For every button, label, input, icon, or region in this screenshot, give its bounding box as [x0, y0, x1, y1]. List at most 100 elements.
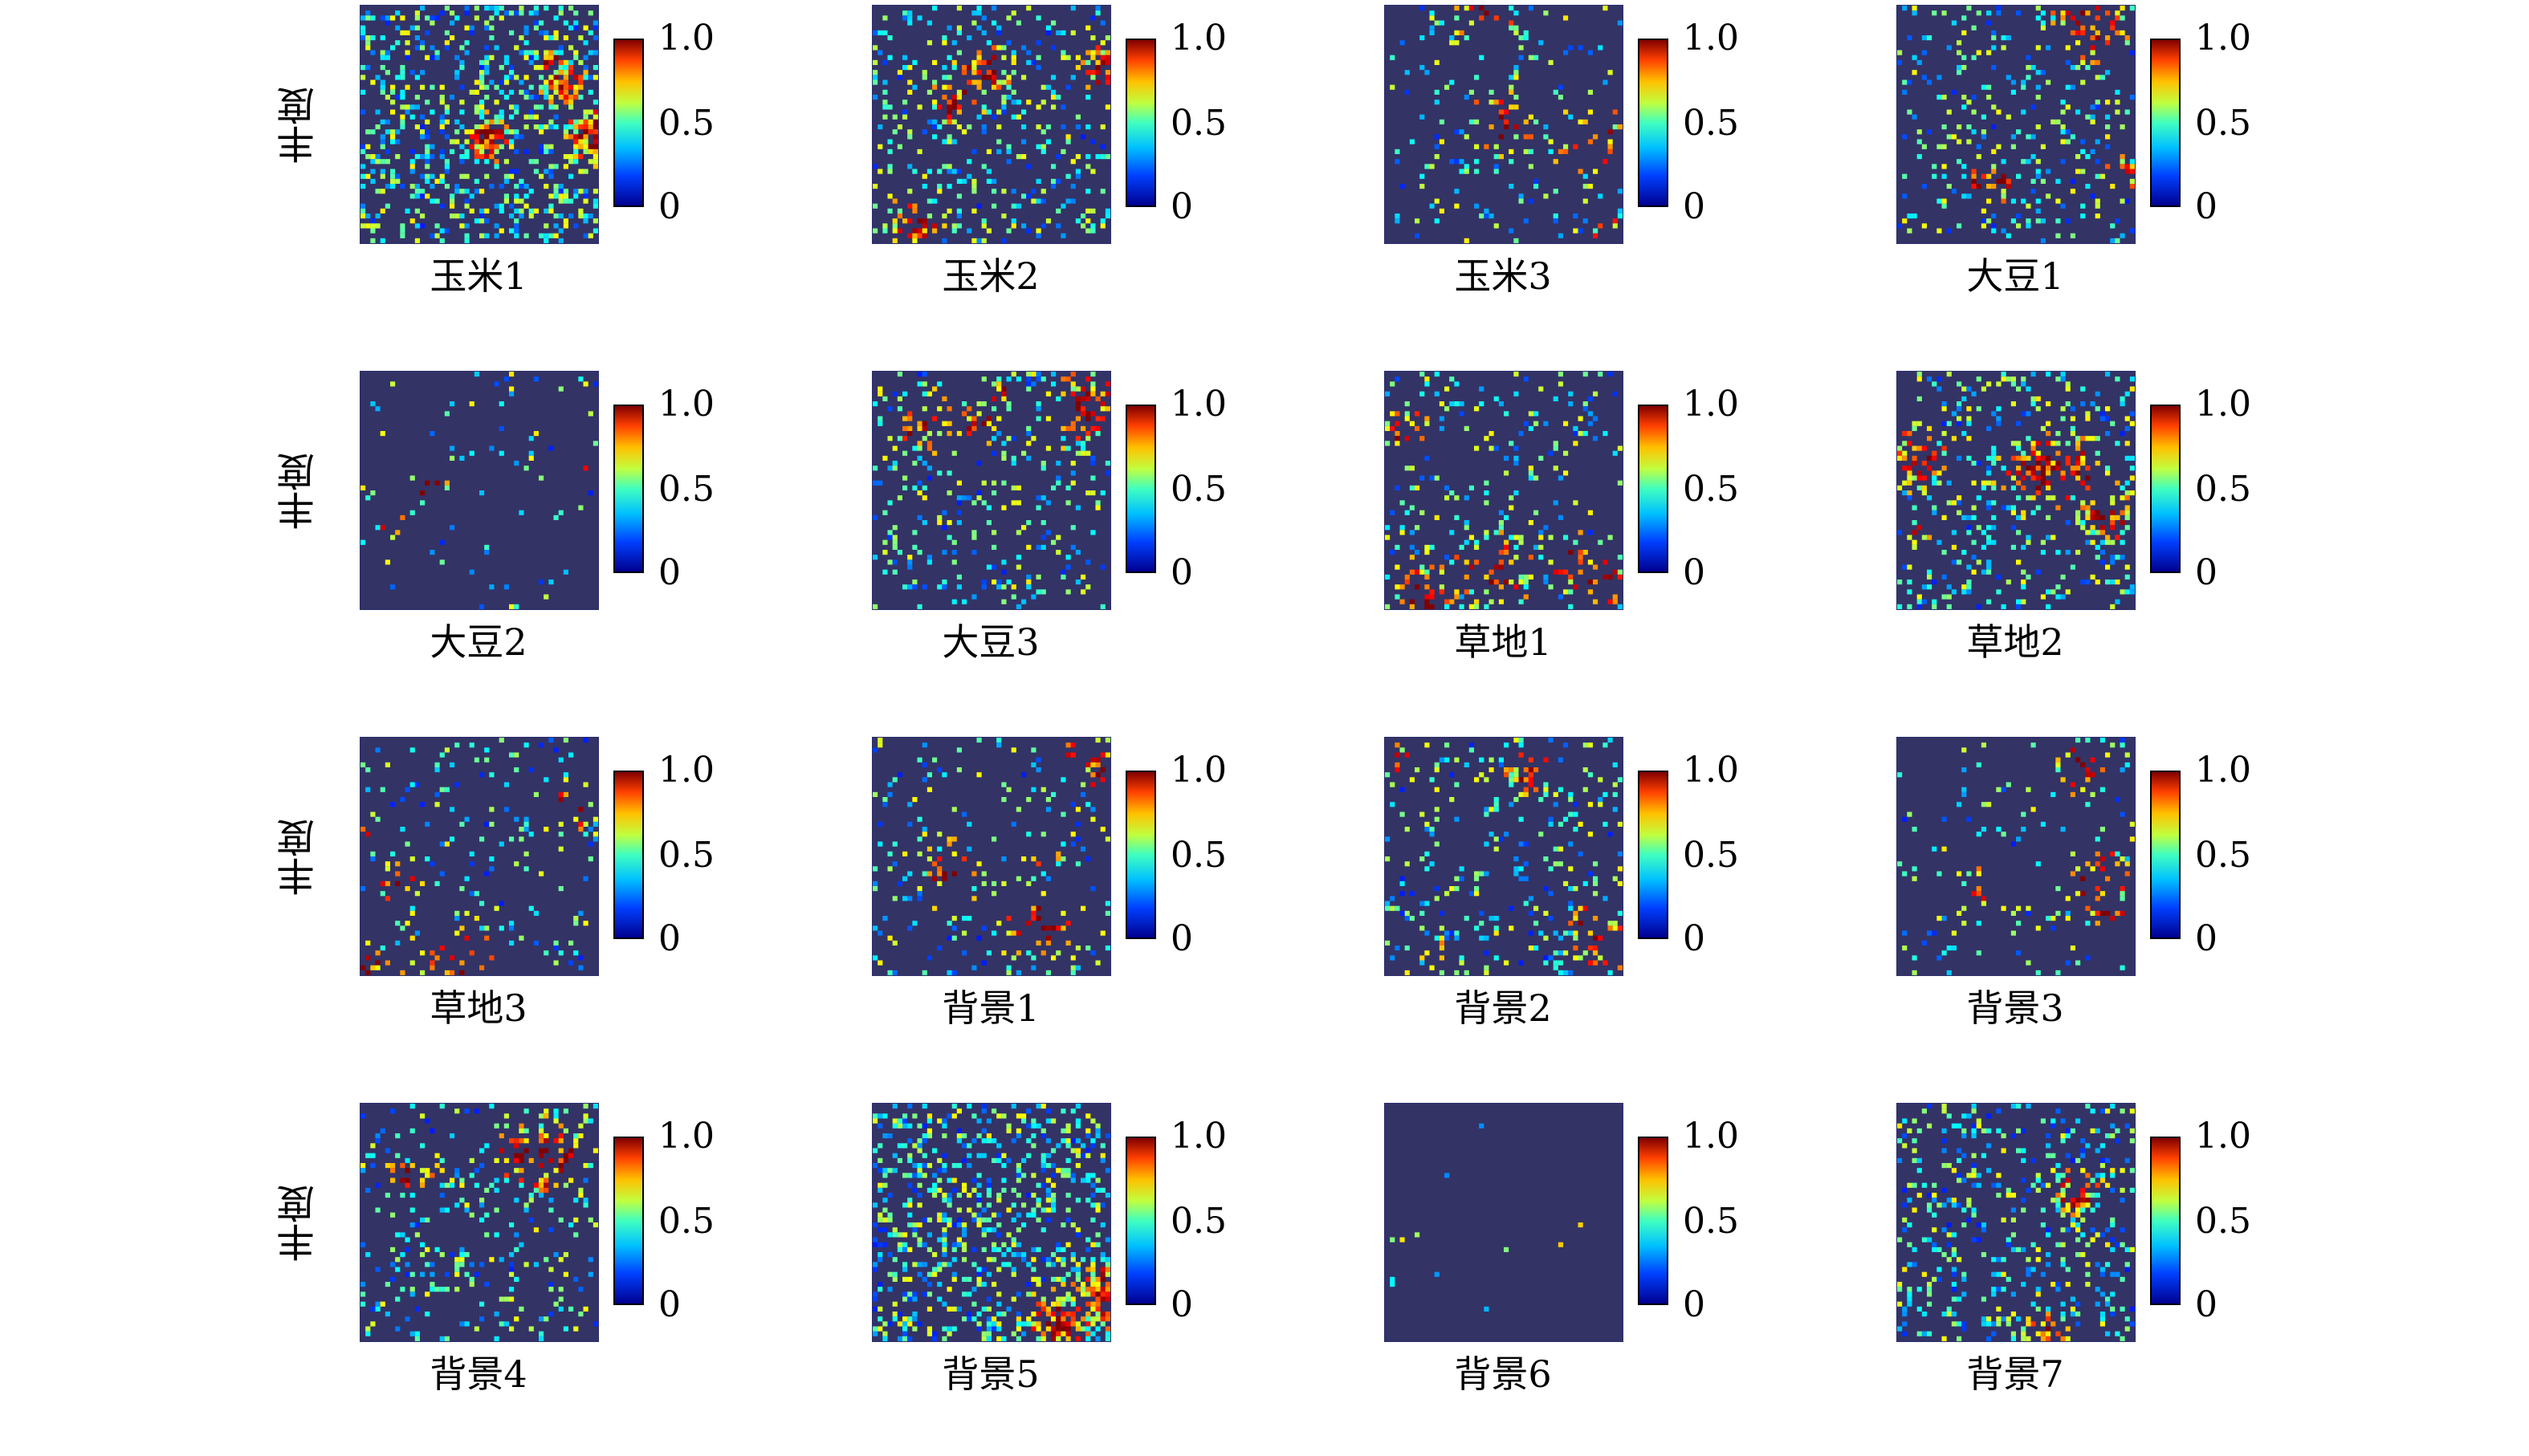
abundance-pixel: [1036, 228, 1041, 234]
abundance-pixel: [2099, 530, 2105, 535]
abundance-pixel: [2095, 214, 2100, 219]
abundance-pixel: [528, 1198, 534, 1203]
abundance-pixel: [390, 15, 396, 21]
abundance-pixel: [882, 1182, 888, 1188]
abundance-panel: 1.0 0.5 0 草地3 丰度: [277, 737, 857, 1090]
abundance-pixel: [942, 1212, 947, 1218]
abundance-pixel: [1090, 208, 1096, 214]
abundance-pixel: [414, 104, 420, 110]
abundance-pixel: [1449, 490, 1455, 496]
abundance-pixel: [533, 55, 539, 60]
abundance-pixel: [1991, 223, 1997, 229]
abundance-pixel: [1065, 425, 1071, 431]
abundance-pixel: [2046, 45, 2051, 51]
abundance-pixel: [1424, 821, 1430, 827]
abundance-pixel: [1105, 1168, 1110, 1173]
abundance-pixel: [956, 104, 962, 110]
abundance-pixel: [360, 886, 366, 892]
abundance-pixel: [499, 925, 504, 931]
abundance-pixel: [395, 154, 401, 160]
abundance-pixel: [573, 148, 579, 154]
colorbar-tick-label: 0.5: [658, 1201, 715, 1242]
abundance-pixel: [385, 203, 390, 209]
abundance-pixel: [1075, 218, 1081, 224]
abundance-pixel: [1449, 159, 1455, 165]
abundance-pixel: [947, 421, 952, 426]
abundance-pixel: [1081, 1143, 1086, 1149]
abundance-pixel: [902, 1267, 908, 1272]
abundance-pixel: [926, 1331, 932, 1336]
abundance-pixel: [568, 1153, 574, 1158]
abundance-pixel: [1454, 589, 1460, 595]
abundance-pixel: [558, 79, 564, 85]
abundance-pixel: [1897, 861, 1903, 867]
abundance-pixel: [469, 134, 474, 140]
abundance-pixel: [951, 871, 957, 876]
abundance-pixel: [992, 70, 997, 75]
abundance-pixel: [2110, 25, 2116, 31]
abundance-pixel: [922, 742, 927, 748]
abundance-pixel: [2006, 470, 2011, 476]
abundance-pixel: [365, 10, 371, 16]
abundance-pixel: [1085, 1291, 1091, 1297]
panel-label: 大豆3: [942, 620, 1040, 664]
abundance-heatmap: [872, 5, 1111, 244]
abundance-pixel: [1528, 946, 1533, 951]
abundance-pixel: [430, 144, 435, 149]
abundance-pixel: [1001, 55, 1007, 60]
abundance-pixel: [2110, 742, 2116, 748]
abundance-pixel: [1493, 846, 1499, 852]
abundance-pixel: [1986, 50, 1992, 55]
abundance-pixel: [1041, 925, 1046, 931]
abundance-pixel: [1484, 144, 1489, 149]
abundance-pixel: [1429, 832, 1435, 837]
abundance-pixel: [2080, 169, 2086, 174]
colorbar-tick-label: 0: [1683, 186, 1705, 227]
abundance-pixel: [593, 109, 598, 115]
abundance-pixel: [2080, 787, 2086, 792]
abundance-pixel: [992, 930, 997, 936]
abundance-pixel: [1493, 154, 1499, 160]
abundance-pixel: [2124, 762, 2130, 767]
abundance-pixel: [573, 55, 579, 60]
abundance-heatmap: [1896, 5, 2136, 244]
abundance-pixel: [967, 173, 972, 179]
abundance-pixel: [2065, 550, 2071, 555]
abundance-pixel: [1070, 1312, 1076, 1317]
abundance-panel: 1.0 0.5 0 大豆2 丰度: [277, 371, 857, 724]
abundance-pixel: [1504, 960, 1509, 966]
abundance-pixel: [544, 65, 549, 71]
abundance-pixel: [1439, 139, 1444, 144]
abundance-pixel: [1504, 514, 1509, 520]
abundance-pixel: [2055, 762, 2061, 767]
abundance-pixel: [2040, 178, 2046, 184]
abundance-pixel: [882, 89, 888, 95]
abundance-pixel: [1041, 461, 1046, 466]
abundance-pixel: [1897, 580, 1903, 585]
abundance-pixel: [2070, 431, 2075, 437]
abundance-pixel: [390, 1262, 396, 1267]
abundance-pixel: [942, 1123, 947, 1129]
abundance-pixel: [405, 1271, 410, 1277]
abundance-pixel: [563, 79, 568, 85]
abundance-pixel: [1061, 910, 1066, 916]
abundance-pixel: [370, 851, 376, 856]
abundance-pixel: [1568, 970, 1574, 975]
abundance-pixel: [450, 836, 455, 842]
abundance-pixel: [1075, 1276, 1081, 1282]
abundance-pixel: [1612, 876, 1618, 881]
abundance-pixel: [1434, 372, 1440, 377]
abundance-pixel: [2120, 495, 2125, 501]
abundance-pixel: [976, 1271, 982, 1277]
abundance-pixel: [1578, 851, 1583, 856]
abundance-pixel: [2070, 233, 2075, 238]
abundance-pixel: [1916, 154, 1922, 160]
abundance-pixel: [484, 1232, 490, 1238]
abundance-pixel: [1036, 1312, 1041, 1317]
abundance-pixel: [2016, 530, 2022, 535]
abundance-pixel: [1045, 1177, 1051, 1183]
abundance-pixel: [1464, 169, 1469, 174]
abundance-pixel: [1957, 65, 1962, 71]
abundance-pixel: [2105, 416, 2111, 421]
abundance-pixel: [1419, 35, 1425, 41]
